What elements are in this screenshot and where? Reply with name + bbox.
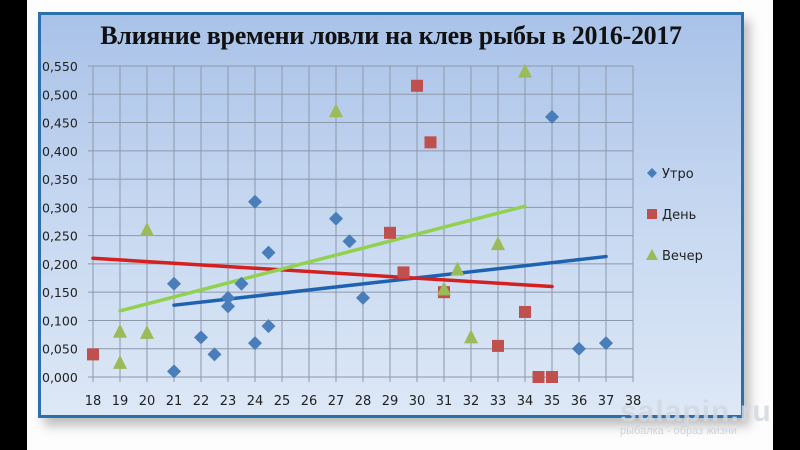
data-point-diamond [167,276,181,291]
x-tick-label: 28 [355,394,372,409]
x-tick-label: 35 [544,394,561,409]
x-tick-label: 32 [463,394,480,409]
trendline-diamond [172,254,608,307]
data-point-triangle [329,103,343,118]
y-tick-label: 0,000 [42,370,78,385]
data-point-triangle [518,63,532,78]
x-tick-label: 20 [139,394,156,409]
data-point-triangle [464,329,478,344]
y-tick-label: 0,450 [42,116,78,131]
y-tick-label: 0,300 [42,200,78,215]
legend-label: День [662,208,696,223]
data-point-square [411,79,423,92]
legend-label: Вечер [662,249,703,264]
data-point-diamond [221,290,235,305]
watermark: salapin.ru рыбалка - образ жизни [620,395,772,437]
data-point-square [397,266,410,279]
data-point-diamond [545,109,559,124]
x-tick-label: 19 [112,394,129,409]
data-point-triangle [140,221,154,236]
x-tick-label: 31 [436,394,453,409]
data-point-square [532,371,545,383]
legend-diamond-icon [647,168,657,178]
watermark-site: salapin.ru [620,395,772,428]
y-tick-label: 0,100 [42,313,78,328]
x-tick-label: 26 [301,394,318,409]
data-point-triangle [437,281,451,296]
x-tick-label: 24 [247,394,264,409]
data-point-diamond [248,194,262,209]
y-tick-label: 0,400 [42,144,78,159]
x-tick-label: 18 [85,394,102,409]
data-point-diamond [194,330,208,345]
chart-frame: Влияние времени ловли на клев рыбы в 201… [38,12,744,418]
y-tick-label: 0,200 [42,257,78,272]
y-tick-label: 0,500 [42,87,78,102]
data-point-triangle [113,323,127,338]
data-point-square [546,371,558,383]
data-point-diamond [261,245,276,260]
legend-label: Утро [662,167,694,182]
x-tick-label: 34 [517,394,534,409]
data-point-diamond [167,364,181,379]
data-point-square [492,339,504,352]
legend-triangle-icon [646,249,658,260]
x-tick-label: 33 [490,394,507,409]
data-point-diamond [234,276,249,291]
data-point-diamond [599,336,613,351]
y-tick-label: 0,350 [42,172,78,187]
y-tick-label: 0,250 [42,229,78,244]
y-tick-label: 0,150 [42,285,78,300]
data-point-diamond [329,211,343,226]
data-point-diamond [261,319,276,334]
data-point-triangle [491,236,505,251]
data-point-triangle [140,324,154,339]
legend-square-icon [647,209,657,219]
x-tick-label: 30 [409,394,426,409]
x-tick-label: 21 [166,394,183,409]
x-tick-label: 29 [382,394,399,409]
data-point-square [384,226,396,239]
y-tick-label: 0,550 [42,59,78,74]
data-point-square [519,305,531,318]
data-point-diamond [207,347,222,362]
chart-title: Влияние времени ловли на клев рыбы в 201… [100,21,682,50]
data-point-square [424,136,437,149]
trendline-triangle [118,204,527,313]
trendline-square [91,256,554,289]
data-point-diamond [356,290,370,305]
data-point-diamond [221,299,235,314]
data-point-triangle [113,354,127,369]
x-tick-label: 38 [625,394,642,409]
data-point-diamond [572,341,586,356]
scatter-plot: 18 19 20 21 22 23 24 25 26 27 28 29 30 31 32 33 34 35 36 37… [42,59,703,409]
x-tick-label: 27 [328,394,345,409]
x-tick-label: 25 [274,394,291,409]
x-tick-label: 37 [598,394,615,409]
x-tick-label: 23 [220,394,237,409]
data-point-triangle [450,261,465,276]
y-tick-label: 0,050 [42,342,78,357]
watermark-tagline: рыбалка - образ жизни [620,425,737,437]
x-tick-label: 22 [193,394,210,409]
x-tick-label: 36 [571,394,588,409]
data-point-diamond [248,336,262,351]
data-point-diamond [342,234,357,249]
data-point-square [87,348,99,361]
